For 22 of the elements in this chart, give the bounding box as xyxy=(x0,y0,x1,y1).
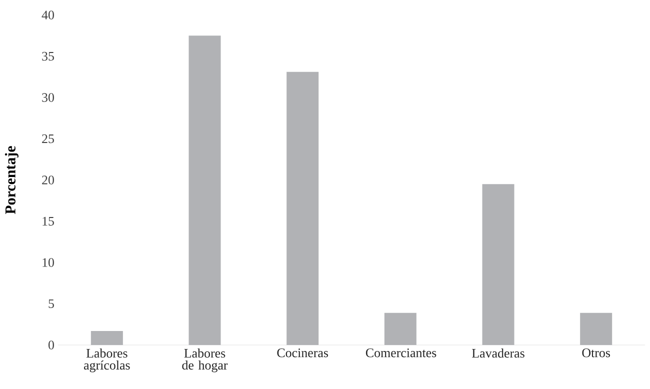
x-tick-label: Otros xyxy=(582,348,610,358)
bar xyxy=(90,330,123,345)
bar xyxy=(580,312,612,345)
y-tick-label: 20 xyxy=(42,176,54,184)
y-tick-label: 5 xyxy=(48,299,54,308)
y-tick-label: 0 xyxy=(48,340,54,350)
y-tick-label: 25 xyxy=(42,134,54,144)
bar xyxy=(286,72,319,345)
x-tick-label: Comerciantes xyxy=(366,348,436,358)
bar xyxy=(188,36,221,345)
y-tick-label: 35 xyxy=(42,52,54,61)
x-tick-label: Lavaderas xyxy=(472,348,524,358)
y-axis-title: Porcentaje xyxy=(4,146,18,214)
y-tick-label: 10 xyxy=(42,258,54,267)
y-tick-label: 40 xyxy=(42,10,54,20)
x-tick-label: Labores agrícolas xyxy=(84,348,130,372)
y-tick-label: 30 xyxy=(42,93,54,102)
bar xyxy=(482,184,514,345)
bar xyxy=(384,312,416,345)
y-tick-label: 15 xyxy=(42,216,54,226)
x-tick-label: Cocineras xyxy=(277,348,328,358)
x-tick-label: Labores de hogar xyxy=(182,348,228,372)
